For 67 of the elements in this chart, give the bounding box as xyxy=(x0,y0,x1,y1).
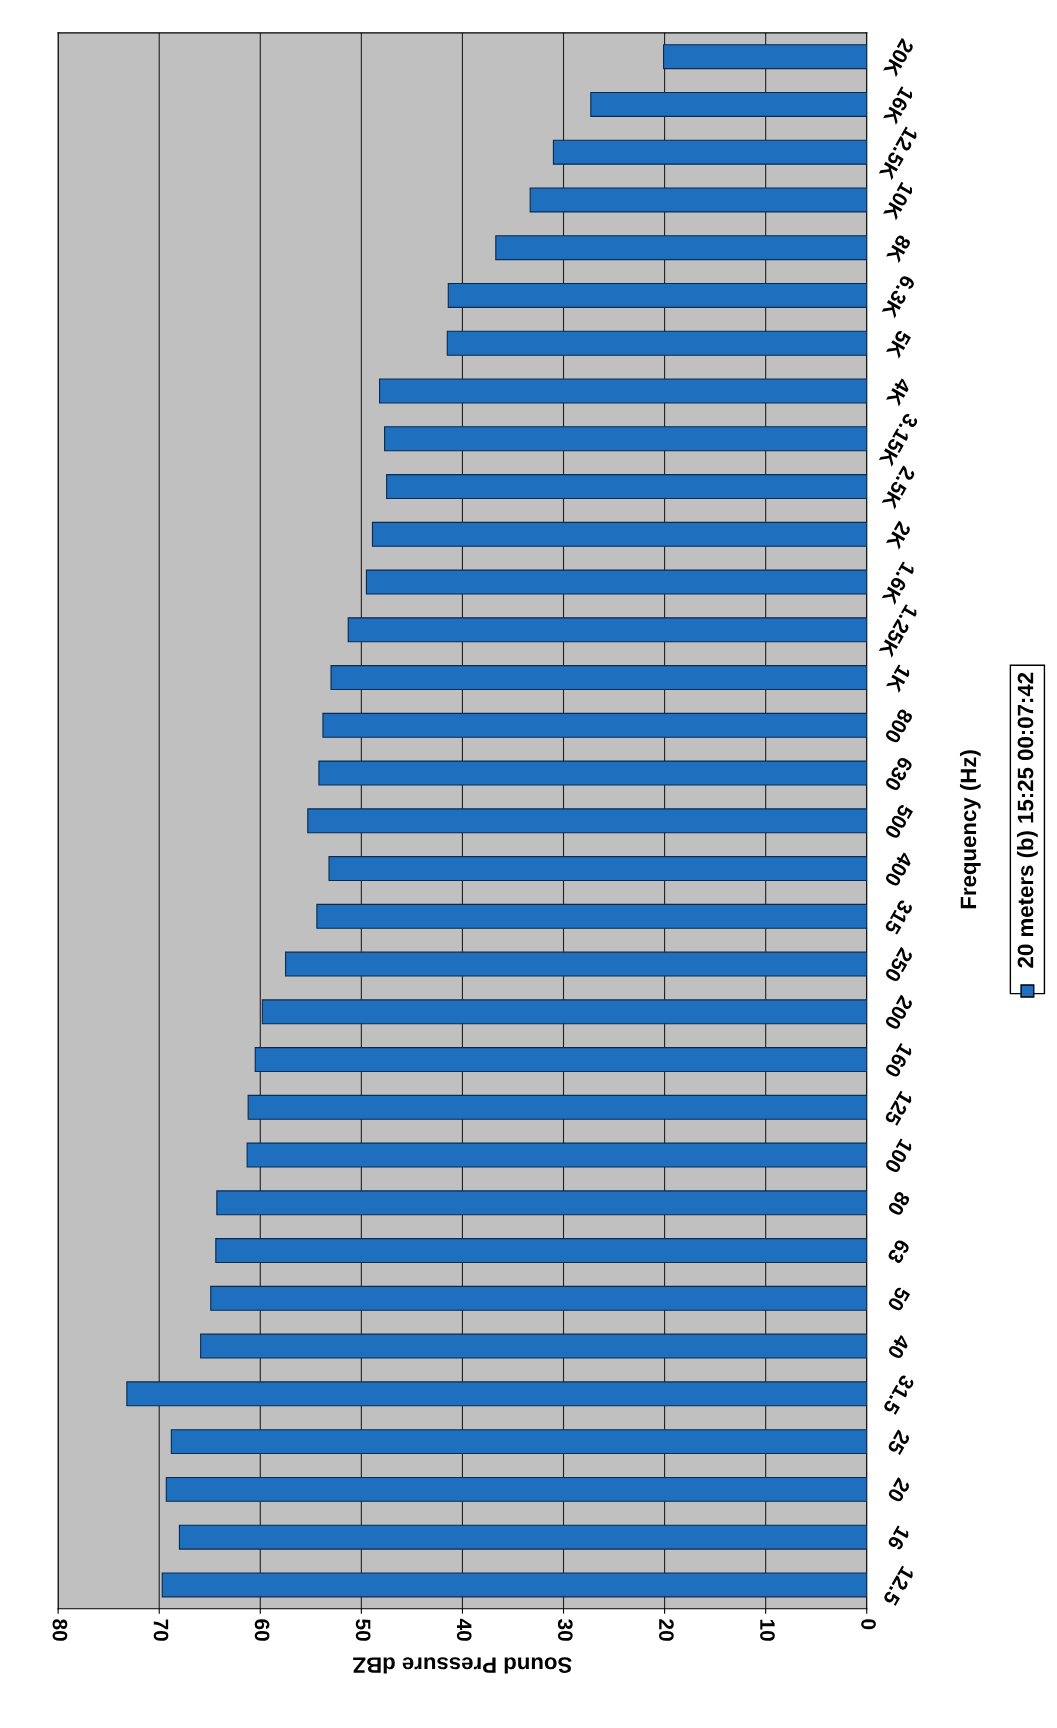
bar xyxy=(170,1429,867,1455)
bar xyxy=(552,139,867,165)
y-tick-label: 500 xyxy=(884,803,914,840)
bar xyxy=(307,808,867,834)
y-tick-label: 8K xyxy=(885,233,912,264)
y-tick-label: 25 xyxy=(886,1429,911,1456)
y-tick-label: 315 xyxy=(884,898,914,936)
y-tick-label: 80 xyxy=(887,1190,911,1217)
x-tick-label: 0 xyxy=(861,1619,876,1630)
bar xyxy=(126,1381,867,1407)
bar xyxy=(200,1333,867,1359)
y-tick-label: 160 xyxy=(884,1042,914,1079)
x-tick-label: 60 xyxy=(254,1619,270,1641)
bar xyxy=(495,235,867,261)
bar xyxy=(328,856,867,882)
bar xyxy=(254,1047,867,1073)
bar xyxy=(178,1524,867,1550)
bar xyxy=(161,1572,867,1598)
bar xyxy=(347,617,867,643)
y-tick-label: 100 xyxy=(884,1138,914,1174)
bar xyxy=(590,91,867,117)
bar xyxy=(316,903,867,929)
y-tick-label: 50 xyxy=(887,1286,911,1313)
y-tick-label: 20 xyxy=(887,1477,911,1504)
bar xyxy=(261,999,867,1025)
y-tick-label: 400 xyxy=(884,850,914,888)
bar xyxy=(165,1476,867,1502)
y-tick-label: 200 xyxy=(884,994,914,1031)
bar xyxy=(384,426,867,452)
y-tick-label: 125 xyxy=(884,1090,914,1127)
bar xyxy=(246,1142,867,1168)
x-axis-title: Sound Pressure dBZ xyxy=(353,1657,572,1674)
bar xyxy=(322,712,867,738)
y-tick-label: 16 xyxy=(887,1525,911,1552)
text: 20 meters (b) 15:25 00:07:42 xyxy=(1017,672,1038,968)
x-tick-label: 50 xyxy=(355,1619,371,1641)
y-tick-label: 800 xyxy=(884,708,914,745)
bar xyxy=(663,44,867,70)
bar xyxy=(215,1238,867,1264)
bar xyxy=(216,1190,867,1216)
bar xyxy=(365,569,867,595)
y-tick-label: 630 xyxy=(884,755,914,792)
x-tick-label: 40 xyxy=(456,1618,472,1641)
y-tick-label: 1K xyxy=(886,664,912,694)
bar xyxy=(446,330,867,356)
bar xyxy=(330,665,867,691)
x-tick-label: 30 xyxy=(557,1618,573,1641)
y-tick-label: 250 xyxy=(884,946,914,983)
bar xyxy=(379,378,867,404)
bar xyxy=(447,282,867,308)
bar xyxy=(371,521,867,547)
bar xyxy=(318,760,867,786)
bar xyxy=(529,187,867,213)
bar xyxy=(210,1285,867,1311)
x-tick-label: 80 xyxy=(52,1619,68,1641)
y-tick-label: 5K xyxy=(885,329,912,360)
x-tick-label: 70 xyxy=(153,1619,169,1641)
y-tick-label: 63 xyxy=(887,1238,911,1265)
y-tick-label: 2K xyxy=(886,520,912,551)
y-tick-label: 40 xyxy=(887,1333,911,1360)
y-tick-label: 4K xyxy=(886,377,912,407)
x-tick-label: 20 xyxy=(659,1619,674,1641)
y-axis-title: Frequency (Hz) xyxy=(959,750,981,909)
bar xyxy=(285,951,867,977)
bar xyxy=(386,474,867,500)
x-tick-label: 10 xyxy=(760,1619,775,1641)
bar xyxy=(247,1094,867,1120)
